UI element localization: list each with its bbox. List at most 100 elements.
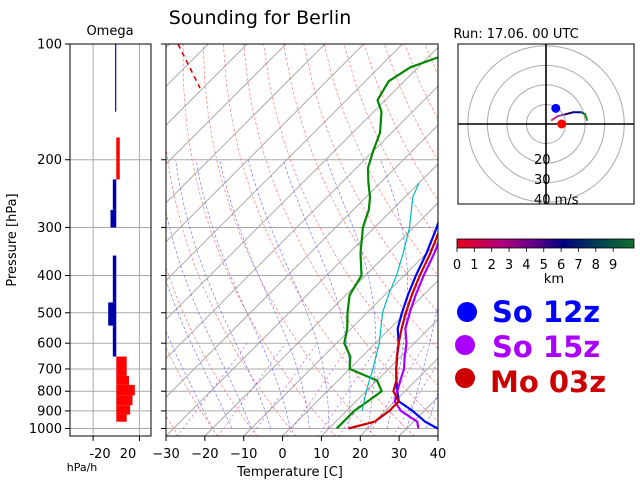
skewt-xtick-label: 40 (430, 447, 447, 462)
skewt-xtick-label: 30 (391, 447, 408, 462)
colorbar-tick-label: 9 (609, 258, 617, 273)
omega-bar (108, 302, 117, 326)
isotherm-gridline (321, 318, 438, 436)
colorbar-label: km (544, 272, 564, 287)
colorbar-tick-label: 1 (470, 258, 478, 273)
omega-bar (116, 395, 133, 406)
pressure-tick-label: 500 (37, 306, 62, 321)
dry-adiabat (182, 44, 337, 436)
legend: So 12z So 15z Mo 03z (455, 295, 606, 399)
x-axis-label: Temperature [C] (236, 465, 343, 480)
isotherm-gridline (359, 357, 438, 436)
pressure-tick-label: 100 (37, 38, 62, 53)
colorbar-tick-label: 8 (592, 258, 600, 273)
dry-adiabat (223, 44, 415, 436)
isotherm-gridline (166, 44, 326, 204)
isotherm-gridline (166, 44, 248, 126)
hodograph-panel: 20 30 40 m/s (457, 43, 635, 208)
dry-adiabat (283, 44, 438, 350)
moist-adiabat (425, 391, 438, 429)
dry-adiabat (166, 266, 258, 436)
hodograph-trace-segment (550, 115, 559, 122)
moist-adiabat (282, 159, 351, 429)
chart-title: Sounding for Berlin (169, 7, 352, 29)
hodograph-frame (457, 43, 635, 205)
skewt-panel: −30 −20 −10 0 10 20 30 40 Temperature [C] (152, 43, 447, 480)
pressure-tick-label: 300 (37, 221, 62, 236)
isotherm-gridline (166, 46, 438, 321)
isotherm-gridline (166, 44, 365, 243)
colorbar-tick-label: 4 (522, 258, 530, 273)
series-line-mo-03z-temperature (348, 231, 438, 430)
hodograph-ring-label: 40 m/s (534, 193, 579, 208)
moist-adiabat (175, 159, 271, 429)
skewt-frame (165, 43, 439, 437)
y-axis-label: Pressure [hPa] (5, 193, 20, 286)
skewt-xtick-label: 10 (313, 447, 330, 462)
legend-marker (455, 368, 475, 388)
moist-adiabat (248, 159, 330, 429)
omega-bar (112, 255, 117, 303)
pressure-tick-label: 600 (37, 337, 62, 352)
isotherm-gridline (243, 241, 438, 436)
legend-label: Mo 03z (490, 365, 606, 399)
omega-bar (112, 179, 117, 210)
legend-marker (457, 302, 477, 322)
colorbar-gradient (456, 238, 635, 249)
isotherm-gridline (166, 44, 403, 282)
omega-xtick: -20 (89, 447, 110, 462)
isotherm-gridline (166, 44, 170, 49)
colorbar-tick-label: 0 (453, 258, 461, 273)
hodograph-trace-segment (564, 111, 575, 116)
isotherm-gridline (166, 44, 209, 87)
colorbar-tick-label: 7 (574, 258, 582, 273)
skewt-xtick-label: −10 (230, 447, 257, 462)
moist-adiabat (219, 159, 310, 429)
omega-bar (116, 356, 127, 376)
hodograph-point (551, 103, 561, 113)
isotherm-gridline (166, 44, 287, 165)
omega-bar (116, 375, 130, 385)
omega-unit-label: hPa/h (67, 461, 98, 474)
hodograph-trace-segment (584, 113, 589, 122)
mixing-ratio-line (217, 343, 287, 436)
mixing-ratio-line (177, 343, 248, 436)
skewt-xtick-label: −20 (191, 447, 218, 462)
dry-adiabat (263, 44, 438, 386)
skewt-xtick-label: −30 (152, 447, 179, 462)
hodograph-trace-segment (556, 113, 567, 118)
pressure-tick-label: 200 (37, 153, 62, 168)
dry-adiabat (166, 346, 218, 436)
omega-bar (115, 44, 117, 112)
pressure-tick-label: 900 (37, 404, 62, 419)
series-line-so-15z-temperature (393, 240, 438, 429)
omega-bar (110, 209, 117, 228)
hodograph-ring-label: 30 (534, 173, 551, 188)
omega-bar (116, 414, 127, 422)
isotherm-gridline (166, 124, 438, 398)
colorbar-tick-label: 6 (557, 258, 565, 273)
legend-label: So 12z (492, 295, 600, 329)
omega-title: Omega (86, 24, 133, 39)
dry-adiabat (243, 44, 438, 422)
colorbar-tick-label: 2 (488, 258, 496, 273)
mixing-ratio-line (251, 343, 318, 436)
isotherm-gridline (282, 279, 438, 436)
dry-adiabat (166, 144, 297, 436)
isotherm-gridline (204, 202, 438, 436)
colorbar-tick-label: 5 (540, 258, 548, 273)
dry-adiabat (202, 44, 376, 436)
series-line-parcel (361, 182, 420, 412)
hodograph-ring-label: 20 (534, 153, 551, 168)
skewt-xtick-label: 0 (278, 447, 286, 462)
series-line-dewpoint (335, 56, 438, 430)
pressure-tick-label: 1000 (29, 422, 62, 437)
isotherm-gridline (166, 85, 438, 359)
moist-adiabat (166, 330, 213, 429)
moist-adiabat (326, 159, 377, 429)
moist-adiabat (195, 159, 291, 429)
dry-adiabat (343, 44, 438, 239)
pressure-tick-label: 400 (37, 269, 62, 284)
